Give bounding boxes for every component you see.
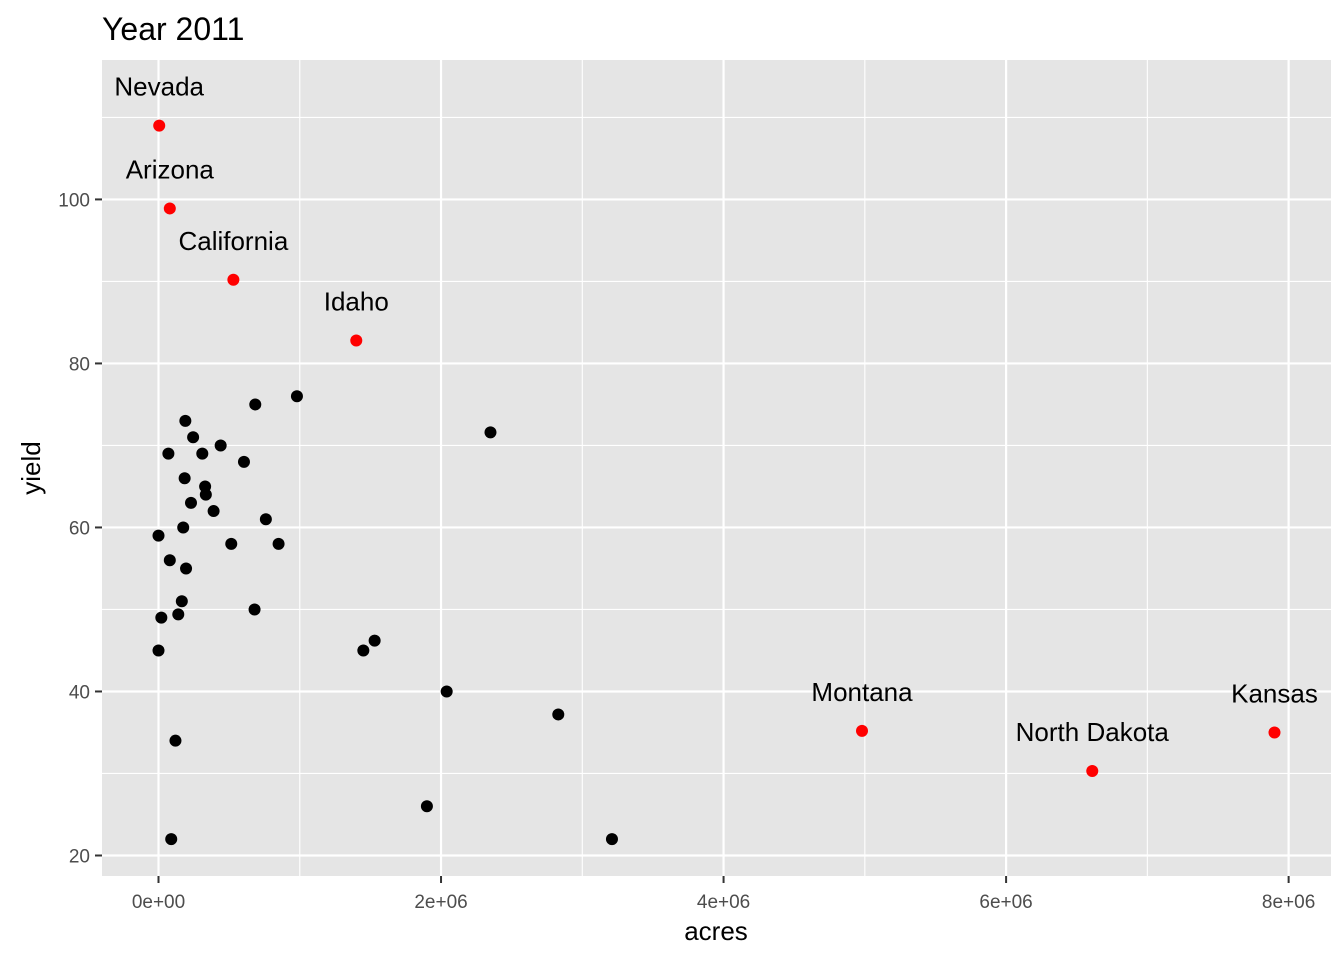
data-point	[605, 833, 618, 846]
highlighted-labels: Nevada Arizona California Idaho Montana North…	[114, 72, 1317, 747]
highlighted-point	[1086, 765, 1099, 778]
data-point	[184, 496, 197, 509]
data-point	[178, 472, 191, 485]
data-point	[420, 800, 433, 813]
highlighted-point	[1268, 726, 1281, 739]
chart-title: Year 2011	[102, 11, 244, 47]
highlighted-points	[153, 119, 1281, 778]
data-point	[180, 562, 193, 575]
data-point	[175, 595, 188, 608]
data-point	[172, 608, 185, 621]
data-point	[225, 537, 238, 550]
highlighted-point	[227, 273, 240, 286]
y-tick-label: 20	[69, 846, 90, 867]
major-grid	[102, 60, 1331, 876]
x-tick-label: 4e+06	[697, 892, 750, 913]
x-tick-label: 8e+06	[1262, 892, 1315, 913]
data-point	[484, 426, 497, 439]
highlighted-point	[153, 119, 166, 132]
data-point	[177, 521, 190, 534]
y-tick-label: 40	[69, 682, 90, 703]
data-point	[357, 644, 370, 657]
data-point	[248, 603, 261, 616]
data-point	[162, 447, 175, 460]
data-point	[290, 390, 303, 403]
data-point	[237, 455, 250, 468]
point-label: Arizona	[126, 154, 215, 184]
point-label: Kansas	[1231, 678, 1318, 708]
highlighted-point	[163, 202, 176, 215]
data-point	[165, 833, 178, 846]
x-tick-label: 0e+00	[132, 892, 185, 913]
highlighted-point	[350, 334, 363, 347]
data-point	[179, 414, 192, 427]
y-tick-label: 60	[69, 518, 90, 539]
point-label: Montana	[811, 677, 913, 707]
highlighted-point	[856, 724, 869, 737]
data-point	[272, 537, 285, 550]
minor-grid	[102, 60, 1331, 876]
x-tick-label: 6e+06	[979, 892, 1032, 913]
plot-panel	[102, 60, 1331, 876]
data-point	[152, 529, 165, 542]
data-point	[368, 634, 381, 647]
data-point	[187, 431, 200, 444]
y-axis-title: yield	[16, 441, 46, 494]
point-label: Nevada	[114, 72, 204, 102]
x-tick-label: 2e+06	[414, 892, 467, 913]
data-point	[440, 685, 453, 698]
point-label: California	[178, 226, 288, 256]
data-point	[207, 505, 220, 518]
data-point	[163, 554, 176, 567]
data-point	[199, 488, 212, 501]
x-axis-ticks: 0e+00 2e+06 4e+06 6e+06 8e+06	[132, 876, 1315, 913]
y-tick-label: 100	[58, 190, 90, 211]
y-tick-label: 80	[69, 354, 90, 375]
data-point	[155, 611, 168, 624]
data-point	[196, 447, 209, 460]
point-label: North Dakota	[1016, 717, 1170, 747]
y-axis-ticks: 20 40 60 80 100	[58, 190, 102, 867]
point-label: Idaho	[324, 286, 389, 316]
data-point	[169, 734, 182, 747]
data-point	[152, 644, 165, 657]
data-point	[259, 513, 272, 526]
data-points	[152, 390, 618, 846]
data-point	[552, 708, 565, 721]
data-point	[249, 398, 262, 411]
x-axis-title: acres	[684, 916, 748, 946]
data-point	[214, 439, 227, 452]
